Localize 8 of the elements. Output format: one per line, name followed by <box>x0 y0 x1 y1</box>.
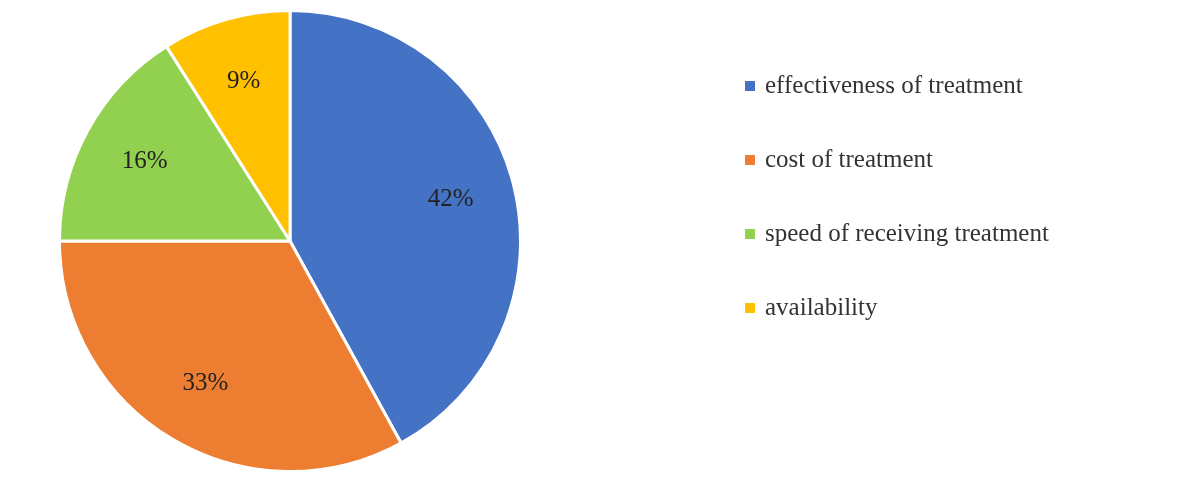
legend-label: effectiveness of treatment <box>765 70 1023 100</box>
data-label: 16% <box>121 145 168 173</box>
legend-label: availability <box>765 292 878 322</box>
data-label: 42% <box>427 184 474 212</box>
data-label: 33% <box>182 368 229 396</box>
legend-label: cost of treatment <box>765 144 933 174</box>
data-label: 9% <box>227 66 261 94</box>
legend-label: speed of receiving treatment <box>765 218 1049 248</box>
